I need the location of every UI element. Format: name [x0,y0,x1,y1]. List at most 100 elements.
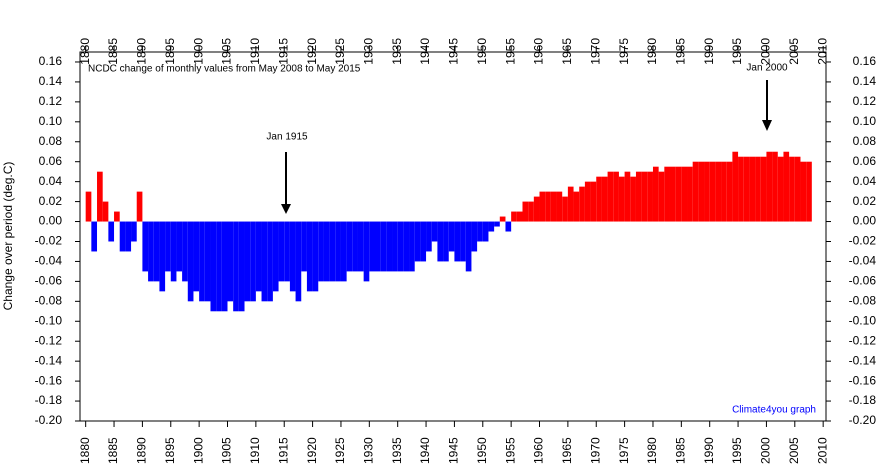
x-tick-label: 1915 [276,437,290,464]
bar [165,221,171,272]
annotation-arrow-head [762,120,772,131]
bar [511,211,517,222]
bar [732,151,739,222]
bar [216,221,222,312]
y-tick-label: -0.02 [35,234,63,248]
bar [448,221,455,252]
bar [556,191,563,222]
bar [221,221,228,312]
bar [340,221,347,282]
y-tick-label: -0.06 [849,274,877,288]
x-tick-label: 1905 [220,38,234,65]
y-tick-label: -0.14 [35,353,63,367]
bar [454,221,461,262]
x-tick-label: 1965 [560,437,574,464]
bar [403,221,410,272]
bar [539,191,546,222]
x-tick-label: 1885 [106,38,120,65]
bar [278,221,285,282]
bar [607,171,614,222]
bar [85,191,92,222]
bar [193,221,200,292]
x-tick-label: 1995 [730,437,744,464]
bar [550,191,557,222]
y-tick-label: -0.04 [849,254,877,268]
bar [238,221,245,312]
bar [698,161,705,222]
bar [755,156,761,222]
bar [777,156,784,222]
annotation: Jan 1915 [266,132,308,143]
bar [528,201,534,222]
bar [170,221,177,282]
bar [97,171,103,222]
x-tick-label: 1905 [220,437,234,464]
x-tick-label: 1990 [702,38,716,65]
bar [692,161,699,222]
bar [545,191,551,222]
bar [363,221,370,282]
bar [142,221,149,272]
bar [573,191,580,222]
x-tick-label: 1975 [617,38,631,65]
x-tick-label: 1935 [390,38,404,65]
bar [704,161,710,222]
bar [380,221,387,272]
y-tick-label: -0.16 [849,373,877,387]
x-tick-label: 1885 [106,437,120,464]
bar [323,221,330,282]
bar [613,171,619,222]
x-tick-label: 1895 [163,38,177,65]
x-tick-label: 1985 [674,38,688,65]
x-tick-label: 1980 [645,437,659,464]
x-tick-label: 1925 [333,38,347,65]
bar [250,221,256,302]
x-tick-label: 1900 [191,38,205,65]
bar [681,166,688,222]
bar [108,221,115,242]
bar [652,166,659,222]
y-tick-label: 0.14 [853,74,877,88]
bar [272,221,279,292]
x-tick-label: 1915 [276,38,290,65]
bar [494,221,500,227]
bar [335,221,341,282]
x-tick-label: 1930 [361,437,375,464]
bar [477,221,483,242]
y-tick-label: 0.00 [39,214,63,228]
bar [715,161,722,222]
bar [687,166,693,222]
bar [352,221,358,272]
bar [465,221,472,272]
bar [726,161,733,222]
x-tick-label: 1895 [163,437,177,464]
bar [233,221,239,312]
bar [392,221,398,272]
x-tick-label: 1890 [135,437,149,464]
bar [148,221,154,282]
bar [426,221,432,252]
bar [618,176,625,222]
bar [386,221,393,272]
bar [312,221,319,292]
x-tick-label: 1945 [447,38,461,65]
y-tick-label: -0.02 [849,234,877,248]
bar [789,156,795,222]
y-tick-label: -0.18 [849,393,877,407]
bar [499,216,506,222]
annotation-arrow-head [281,204,291,214]
x-tick-label: 1940 [418,437,432,464]
x-tick-label: 1955 [503,38,517,65]
bar [267,221,273,302]
bar [443,221,449,262]
x-tick-label: 1910 [248,437,262,464]
y-tick-label: 0.10 [853,114,877,128]
bar [159,221,166,292]
bar [709,161,716,222]
bar [579,186,585,222]
x-tick-label: 1960 [532,437,546,464]
y-tick-label: 0.06 [853,154,877,168]
x-tick-label: 1970 [588,38,602,65]
x-tick-label: 1920 [305,38,319,65]
